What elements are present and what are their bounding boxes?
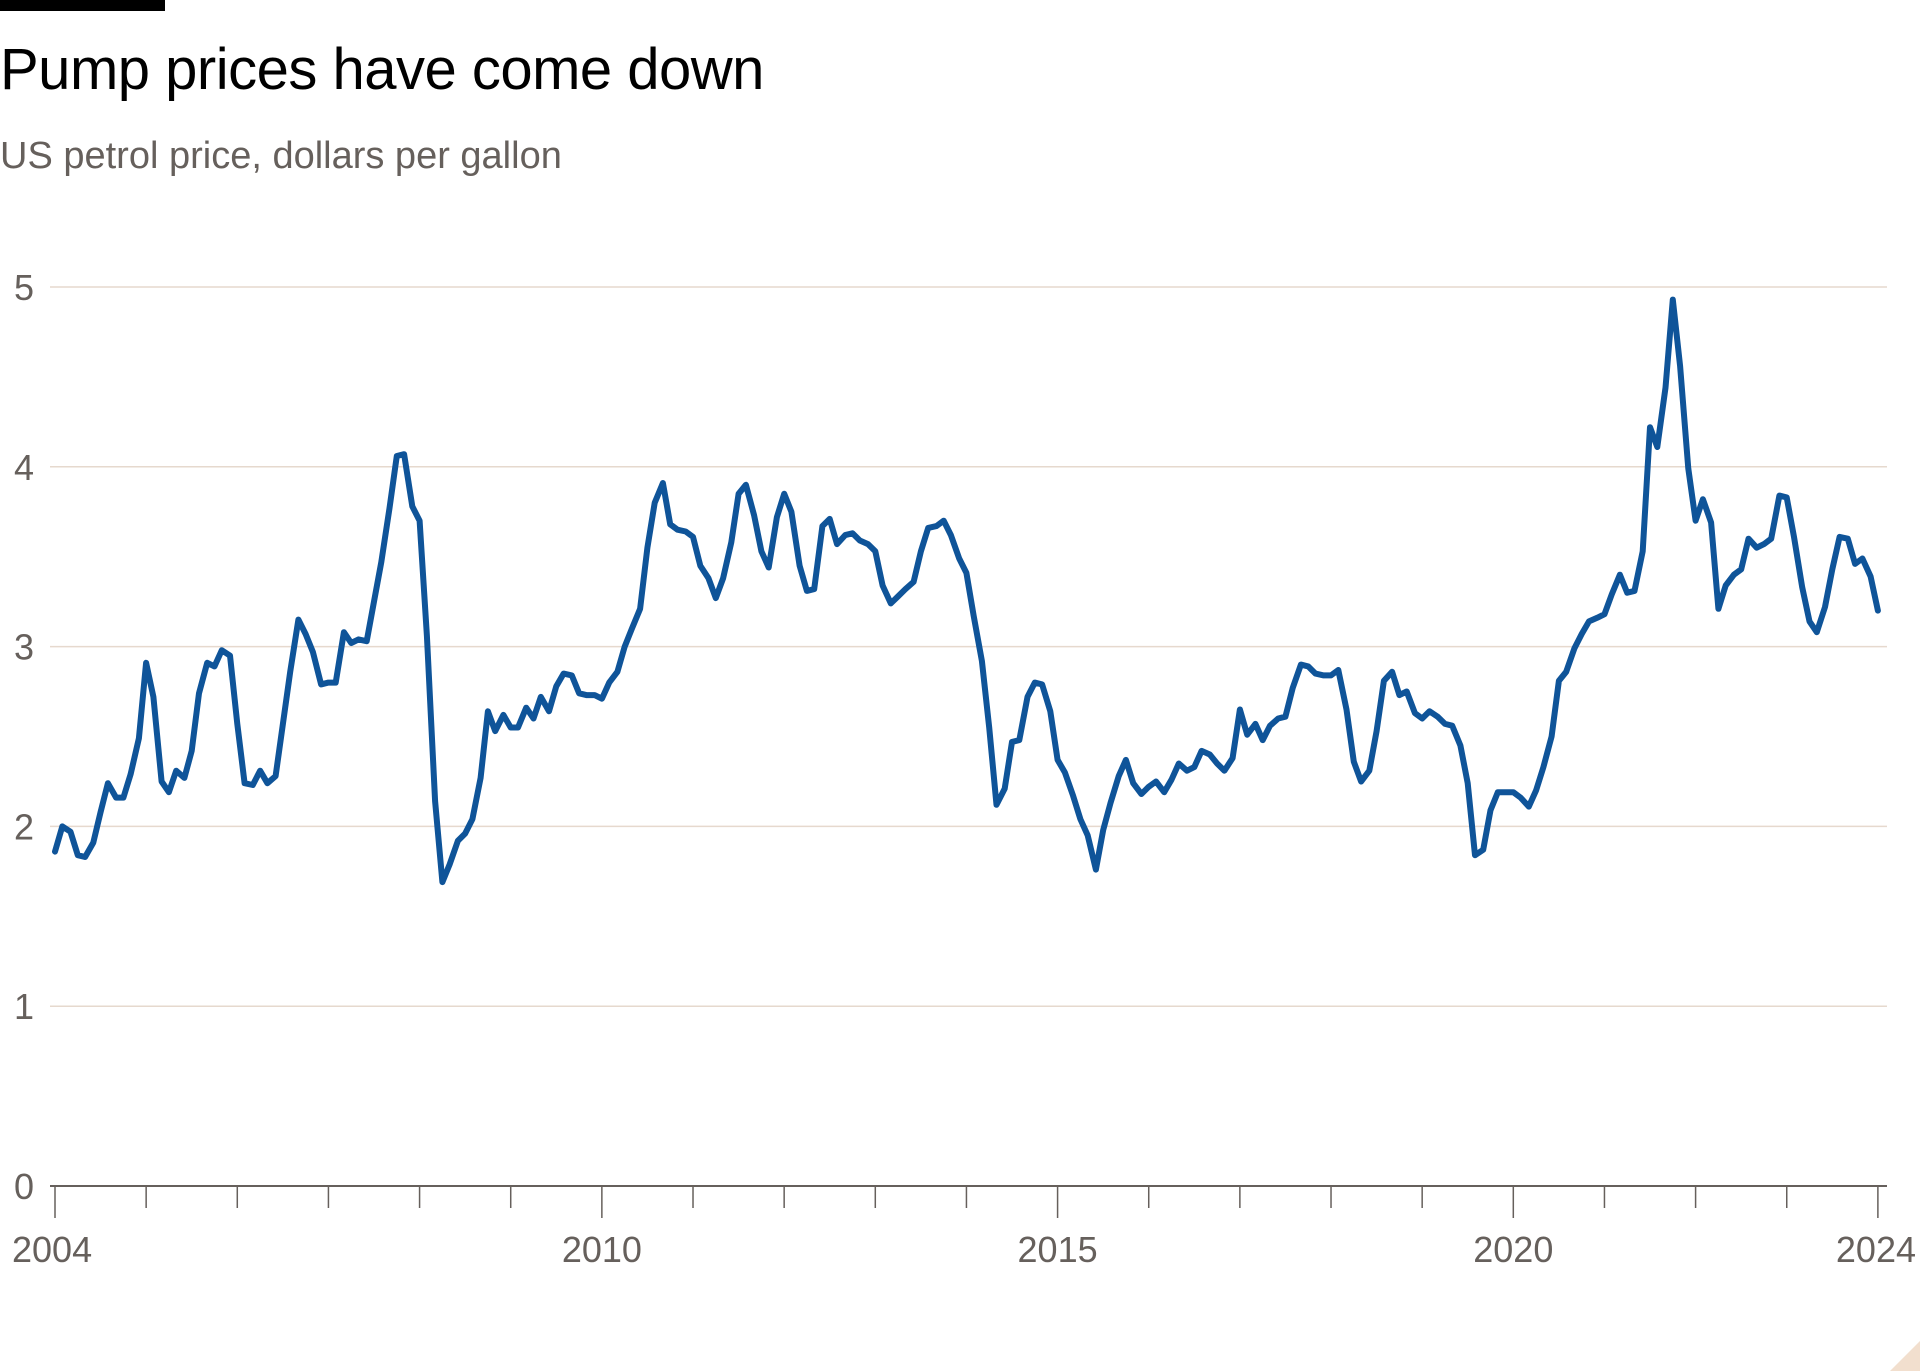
y-tick-label-3: 3 [14,627,34,668]
y-tick-label-0: 0 [14,1166,34,1207]
series-line-0 [52,296,1881,886]
series-layer [52,296,1881,886]
x-tick-label-2004: 2004 [12,1229,92,1270]
chart-subtitle: US petrol price, dollars per gallon [0,135,562,177]
grid-lines [50,286,1887,1007]
y-tick-label-5: 5 [14,267,34,308]
chart-title: Pump prices have come down [0,37,764,102]
y-tick-label-2: 2 [14,806,34,847]
x-tick-label-2010: 2010 [562,1229,642,1270]
x-tick-label-2024: 2024 [1836,1229,1916,1270]
x-axis [50,1185,1887,1218]
y-tick-label-4: 4 [14,447,34,488]
x-tick-label-2015: 2015 [1018,1229,1098,1270]
brand-bar [0,0,165,11]
corner-mark [1890,1341,1920,1371]
x-tick-label-2020: 2020 [1473,1229,1553,1270]
x-axis-labels: 2004 2010 2015 2020 2024 [12,1229,1916,1270]
y-tick-label-1: 1 [14,986,34,1027]
y-axis-labels: 0 1 2 3 4 5 [14,267,34,1207]
